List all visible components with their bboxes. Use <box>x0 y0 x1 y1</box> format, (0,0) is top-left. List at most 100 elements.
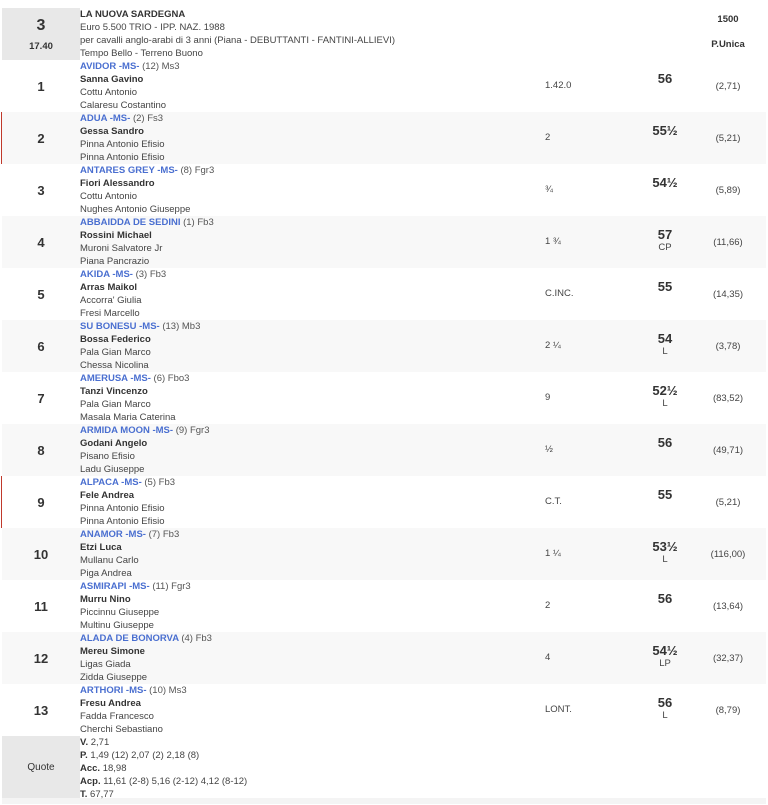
distance-gap: 2 <box>545 600 551 611</box>
runner-info: ANTARES GREY -MS- (8) Fgr3 Fiori Alessan… <box>80 164 545 216</box>
horse-name-link[interactable]: AMERUSA -MS- (6) Fbo3 <box>80 372 545 385</box>
runner-row: 11 ASMIRAPI -MS- (11) Fgr3 Murru Nino Pi… <box>2 580 766 632</box>
owner: Pinna Antonio Efisio <box>80 516 165 527</box>
weight: 54½ <box>652 643 678 658</box>
weight-cell: 57 CP <box>640 216 690 268</box>
runner-row: 1 AVIDOR -MS- (12) Ms3 Sanna Gavino Cott… <box>2 60 766 112</box>
horse-name-link[interactable]: ALADA DE BONORVA (4) Fb3 <box>80 632 545 645</box>
equipment-note: L <box>662 554 668 565</box>
runner-info: ALPACA -MS- (5) Fb3 Fele Andrea Pinna An… <box>80 476 545 528</box>
horse-details: (5) Fb3 <box>144 477 176 488</box>
odds: (49,71) <box>712 445 744 456</box>
horse-name[interactable]: ARMIDA MOON -MS- <box>80 425 174 436</box>
trainer: Muroni Salvatore Jr <box>80 243 163 254</box>
horse-name[interactable]: ALPACA -MS- <box>80 477 142 488</box>
trainer: Cottu Antonio <box>80 191 138 202</box>
race-number: 3 <box>36 16 46 34</box>
horse-name[interactable]: ANAMOR -MS- <box>80 529 146 540</box>
weight: 56 <box>657 591 673 606</box>
horse-name-link[interactable]: ANTARES GREY -MS- (8) Fgr3 <box>80 164 545 177</box>
horse-name[interactable]: ANTARES GREY -MS- <box>80 165 178 176</box>
jockey: Gessa Sandro <box>80 126 144 137</box>
distance-gap: ¾ <box>545 184 553 195</box>
race-time: 17.40 <box>29 40 53 52</box>
finish-position: 6 <box>37 338 45 354</box>
horse-name-link[interactable]: ADUA -MS- (2) Fs3 <box>80 112 545 125</box>
jockey: Mereu Simone <box>80 646 145 657</box>
weight: 52½ <box>652 383 678 398</box>
owner: Cherchi Sebastiano <box>80 724 163 735</box>
finish-position: 5 <box>37 286 45 302</box>
horse-name[interactable]: ARTHORI -MS- <box>80 685 147 696</box>
trainer: Mullanu Carlo <box>80 555 139 566</box>
horse-name-link[interactable]: ALPACA -MS- (5) Fb3 <box>80 476 545 489</box>
equipment-note: L <box>662 710 668 721</box>
trainer: Piccinnu Giuseppe <box>80 607 160 618</box>
quote-key: T. <box>80 789 88 800</box>
weight-cell: 54 L <box>640 320 690 372</box>
runner-info: AMERUSA -MS- (6) Fbo3 Tanzi Vincenzo Pal… <box>80 372 545 424</box>
quote-value: 1,49 (12) 2,07 (2) 2,18 (8) <box>90 750 200 761</box>
weight: 56 <box>657 435 673 450</box>
horse-details: (11) Fgr3 <box>152 581 191 592</box>
weight-cell: 56 L <box>640 684 690 736</box>
finish-position: 12 <box>33 650 49 666</box>
finish-position: 7 <box>37 390 45 406</box>
finish-position: 13 <box>33 702 49 718</box>
horse-name[interactable]: AKIDA -MS- <box>80 269 133 280</box>
horse-name-link[interactable]: ABBAIDDA DE SEDINI (1) Fb3 <box>80 216 545 229</box>
horse-name[interactable]: AMERUSA -MS- <box>80 373 151 384</box>
horse-name[interactable]: SU BONESU -MS- <box>80 321 160 332</box>
quote-row: Quote V. 2,71 P. 1,49 (12) 2,07 (2) 2,18 … <box>2 736 766 801</box>
quote-line: T. 67,77 <box>80 788 545 801</box>
horse-name-link[interactable]: ANAMOR -MS- (7) Fb3 <box>80 528 545 541</box>
trainer: Pala Gian Marco <box>80 347 151 358</box>
runner-info: SU BONESU -MS- (13) Mb3 Bossa Federico P… <box>80 320 545 372</box>
distance-gap: C.INC. <box>545 288 574 299</box>
horse-name[interactable]: AVIDOR -MS- <box>80 61 140 72</box>
weight-cell: 56 <box>640 60 690 112</box>
horse-name-link[interactable]: SU BONESU -MS- (13) Mb3 <box>80 320 545 333</box>
horse-name-link[interactable]: ASMIRAPI -MS- (11) Fgr3 <box>80 580 545 593</box>
distance-gap: 9 <box>545 392 551 403</box>
finish-position: 10 <box>33 546 49 562</box>
horse-details: (3) Fb3 <box>135 269 167 280</box>
jockey: Fele Andrea <box>80 490 135 501</box>
finish-position: 9 <box>37 494 45 510</box>
odds: (8,79) <box>715 705 741 716</box>
horse-name[interactable]: ADUA -MS- <box>80 113 131 124</box>
runner-info: AKIDA -MS- (3) Fb3 Arras Maikol Accorra'… <box>80 268 545 320</box>
quote-key: P. <box>80 750 88 761</box>
horse-name-link[interactable]: AKIDA -MS- (3) Fb3 <box>80 268 545 281</box>
runner-info: ARTHORI -MS- (10) Ms3 Fresu Andrea Fadda… <box>80 684 545 736</box>
table-footer <box>2 798 766 804</box>
horse-name[interactable]: ASMIRAPI -MS- <box>80 581 150 592</box>
horse-details: (6) Fbo3 <box>153 373 190 384</box>
weight-cell: 55 <box>640 476 690 528</box>
distance-gap: 1 ¾ <box>545 236 561 247</box>
runner-info: AVIDOR -MS- (12) Ms3 Sanna Gavino Cottu … <box>80 60 545 112</box>
trainer: Pisano Efisio <box>80 451 135 462</box>
distance-gap: ½ <box>545 444 553 455</box>
horse-name[interactable]: ABBAIDDA DE SEDINI <box>80 217 181 228</box>
distance-gap: 1.42.0 <box>545 80 572 91</box>
weight: 55 <box>657 487 673 502</box>
owner: Piana Pancrazio <box>80 256 150 267</box>
runner-info: ANAMOR -MS- (7) Fb3 Etzi Luca Mullanu Ca… <box>80 528 545 580</box>
horse-name-link[interactable]: ARTHORI -MS- (10) Ms3 <box>80 684 545 697</box>
odds: (5,89) <box>715 185 741 196</box>
equipment-note: L <box>662 346 668 357</box>
quote-key: V. <box>80 737 89 748</box>
horse-details: (12) Ms3 <box>142 61 180 72</box>
horse-name[interactable]: ALADA DE BONORVA <box>80 633 179 644</box>
horse-name-link[interactable]: ARMIDA MOON -MS- (9) Fgr3 <box>80 424 545 437</box>
quote-label: Quote <box>2 736 80 798</box>
horse-details: (10) Ms3 <box>149 685 187 696</box>
weight-cell: 56 <box>640 580 690 632</box>
race-header: 3 17.40 LA NUOVA SARDEGNA Euro 5.500 TRI… <box>2 8 766 60</box>
jockey: Godani Angelo <box>80 438 148 449</box>
horse-name-link[interactable]: AVIDOR -MS- (12) Ms3 <box>80 60 545 73</box>
runner-row: 5 AKIDA -MS- (3) Fb3 Arras Maikol Accorr… <box>2 268 766 320</box>
runner-row: 7 AMERUSA -MS- (6) Fbo3 Tanzi Vincenzo P… <box>2 372 766 424</box>
race-conditions: per cavalli anglo-arabi di 3 anni (Piana… <box>80 35 396 46</box>
